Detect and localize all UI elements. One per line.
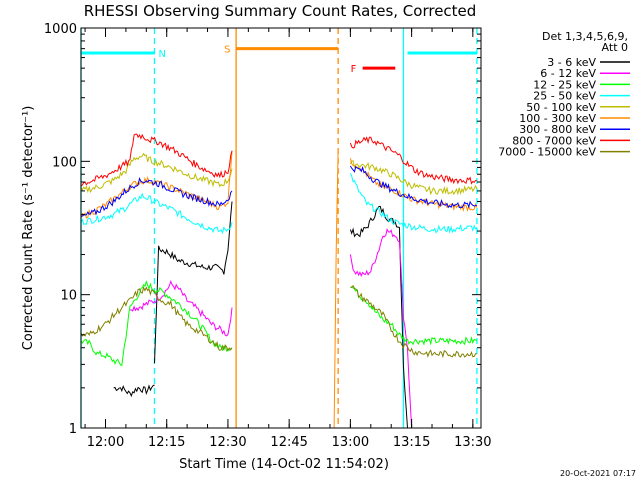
y-tick-label: 1000 (44, 22, 77, 37)
series-line (350, 284, 477, 359)
series-line (350, 286, 478, 346)
flag-label: F (351, 64, 357, 75)
series-line (349, 205, 408, 429)
x-tick-label: 12:00 (87, 435, 124, 450)
series-line (333, 150, 339, 429)
x-tick-label: 12:45 (270, 435, 307, 450)
y-axis: 1 10 100 1000 (44, 22, 481, 437)
x-tick-label: 12:30 (209, 435, 246, 450)
x-tick-label: 13:30 (454, 435, 491, 450)
series-line (349, 158, 478, 212)
series-line (80, 176, 233, 217)
legend-entry-label: 7000 - 15000 keV (498, 146, 596, 159)
legend-entry-label: 12 - 25 keV (533, 78, 596, 91)
y-tick-label: 100 (52, 155, 77, 170)
flag-label: S (224, 45, 230, 56)
series-line (349, 136, 477, 185)
y-axis-label: Corrected Count Rate (s⁻¹ detector⁻¹) (21, 106, 36, 351)
plot-area: N S F (80, 27, 482, 429)
x-tick-label: 13:15 (393, 435, 430, 450)
x-tick-label: 12:15 (148, 435, 185, 450)
legend-entry-label: 300 - 800 keV (519, 123, 596, 136)
y-tick-label: 1 (69, 422, 77, 437)
series-line (80, 133, 233, 187)
legend-header-attenuator: Att 0 (602, 41, 628, 54)
series-line (80, 280, 233, 367)
plot-frame (80, 27, 482, 429)
series-line (80, 192, 233, 235)
legend-entry-label: 3 - 6 keV (547, 56, 596, 69)
series-line (80, 285, 233, 352)
legend-entry-label: 6 - 12 keV (540, 67, 596, 80)
series-line (154, 201, 233, 364)
series-line (129, 279, 233, 337)
series-line (349, 160, 478, 196)
legend-entry-label: 25 - 50 keV (533, 90, 596, 103)
legend-entry-label: 800 - 7000 keV (512, 134, 596, 147)
legend-entry-label: 100 - 300 keV (519, 112, 596, 125)
series-line (349, 173, 478, 234)
x-tick-label: 13:00 (332, 435, 369, 450)
chart-title: RHESSI Observing Summary Count Rates, Co… (84, 2, 477, 20)
timestamp: 20-Oct-2021 07:17 (560, 469, 636, 478)
y-tick-label: 10 (60, 289, 77, 304)
series-line (113, 384, 155, 398)
flag-label: N (158, 49, 165, 60)
x-axis: 12:00 12:15 12:30 12:45 13:00 13:15 13:30 (84, 28, 492, 450)
series-line (80, 152, 233, 194)
x-axis-label: Start Time (14-Oct-02 11:54:02) (179, 457, 389, 472)
legend-header-detectors: Det 1,3,4,5,6,9, (542, 30, 628, 43)
series-line (349, 227, 413, 429)
series-line (349, 165, 478, 209)
legend-entry-label: 50 - 100 keV (526, 101, 596, 114)
